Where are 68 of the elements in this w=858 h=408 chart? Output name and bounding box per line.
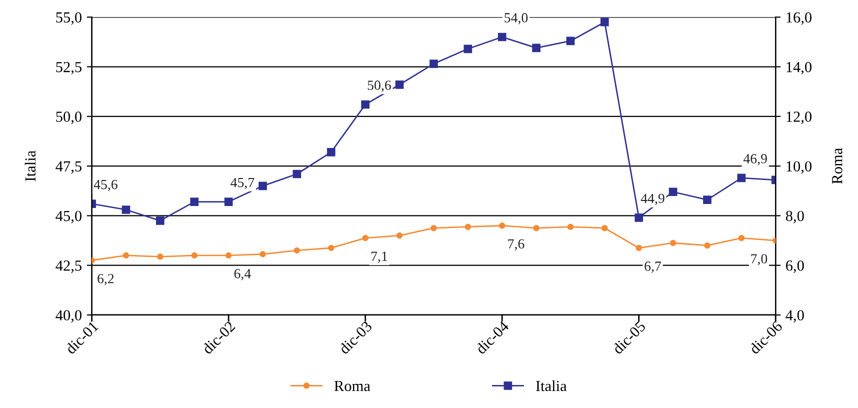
data-label: 54,0 (504, 13, 528, 24)
point (668, 188, 678, 196)
point (260, 251, 266, 258)
y2-tick-label: 14,0 (786, 62, 812, 74)
data-label: 6,7 (644, 262, 662, 273)
legend-label: Roma (334, 380, 370, 392)
y2-tick-label: 6,0 (786, 260, 804, 273)
point (498, 32, 506, 42)
point (292, 170, 302, 178)
data-label: 45,7 (230, 178, 254, 190)
y2-tick-label: 10,0 (786, 161, 812, 174)
y-tick-label: 47,5 (56, 161, 82, 174)
point (361, 100, 370, 109)
point (464, 44, 472, 54)
point (122, 252, 130, 259)
point (224, 198, 233, 206)
point (738, 234, 745, 242)
data-label: 7,6 (508, 239, 524, 251)
point (258, 182, 267, 190)
point (362, 234, 368, 242)
point (498, 222, 506, 229)
y-tick-label: 52,5 (56, 62, 82, 74)
data-label: 46,9 (743, 154, 767, 166)
y-tick-label: 50,0 (56, 112, 82, 124)
point (533, 224, 540, 232)
point (670, 240, 676, 246)
data-label: 6,4 (234, 268, 251, 280)
point (567, 224, 574, 230)
point (190, 198, 199, 206)
point (464, 224, 472, 230)
point (395, 80, 404, 89)
legend-label: Italia (536, 380, 567, 392)
y2-tick-label: 8,0 (786, 210, 804, 224)
point (396, 232, 403, 239)
point (566, 36, 575, 46)
y2-tick-label: 4,0 (786, 310, 804, 323)
point (430, 224, 437, 232)
y-tick-label: 42,5 (56, 260, 82, 273)
point (602, 224, 608, 232)
point (122, 206, 130, 214)
y-tick-label: 55,0 (56, 12, 82, 25)
y-tick-label: 40,0 (56, 310, 82, 323)
data-label: 7,0 (751, 254, 768, 266)
point (156, 216, 164, 225)
point (225, 252, 232, 259)
point (636, 244, 642, 252)
point (532, 44, 540, 52)
point (191, 252, 198, 259)
data-label: 7,1 (371, 252, 388, 263)
y-axis-title: Italia (24, 150, 36, 182)
point (737, 174, 746, 182)
data-label: 44,9 (640, 194, 664, 206)
point (328, 244, 334, 252)
y2-tick-label: 16,0 (786, 12, 812, 25)
point (326, 148, 336, 156)
data-label: 6,2 (98, 274, 114, 286)
y-tick-label: 45,0 (56, 210, 82, 224)
y2-tick-label: 12,0 (786, 112, 812, 124)
y2-axis-title: Roma (832, 148, 842, 184)
point (703, 196, 712, 204)
point (704, 242, 710, 249)
data-label: 50,6 (368, 80, 391, 92)
point (430, 60, 438, 68)
data-label: 45,6 (94, 180, 118, 192)
point (634, 214, 644, 222)
point (600, 18, 609, 26)
point (157, 254, 164, 260)
point (294, 247, 300, 254)
